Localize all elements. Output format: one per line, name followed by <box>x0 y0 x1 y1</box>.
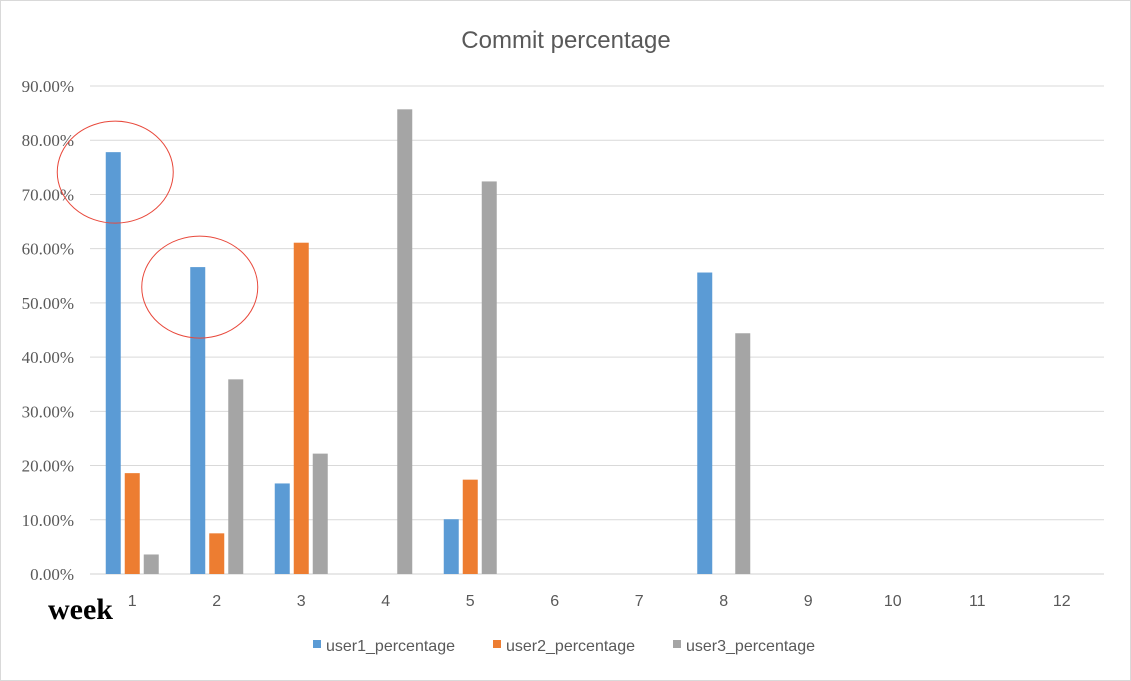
x-tick-label: 11 <box>969 593 986 610</box>
y-tick-label: 20.00% <box>22 457 74 476</box>
x-tick-label: 6 <box>550 593 559 610</box>
bar-user1_percentage-5 <box>443 519 459 574</box>
x-tick-label: 5 <box>466 593 475 610</box>
y-tick-label: 60.00% <box>22 240 74 259</box>
y-tick-label: 10.00% <box>22 511 74 530</box>
x-tick-label: 1 <box>128 593 137 610</box>
x-tick-label: 10 <box>884 593 902 610</box>
x-tick-label: 3 <box>297 593 306 610</box>
legend-label: user2_percentage <box>506 638 635 655</box>
y-tick-label: 0.00% <box>30 565 74 584</box>
y-tick-label: 50.00% <box>22 294 74 313</box>
legend-swatch <box>493 640 501 648</box>
bar-user1_percentage-3 <box>274 483 290 574</box>
x-tick-label: 9 <box>804 593 813 610</box>
y-tick-label: 30.00% <box>22 402 74 421</box>
bar-user1_percentage-1 <box>105 152 121 574</box>
y-tick-label: 40.00% <box>22 348 74 367</box>
bar-user1_percentage-2 <box>190 267 206 574</box>
legend-label: user1_percentage <box>326 638 455 655</box>
x-axis-label: week <box>48 593 113 626</box>
y-tick-label: 80.00% <box>22 131 74 150</box>
x-tick-label: 12 <box>1053 593 1071 610</box>
annotations <box>56 120 259 339</box>
y-axis: 0.00% 10.00% 20.00% 30.00% 40.00% 50.00% 60.00… <box>22 77 74 584</box>
x-tick-label: 2 <box>212 593 221 610</box>
chart-title: Commit percentage <box>461 27 670 54</box>
x-tick-label: 4 <box>381 593 390 610</box>
bar-user3_percentage-2 <box>228 379 244 574</box>
bar-user1_percentage-8 <box>697 272 713 574</box>
legend-label: user3_percentage <box>686 638 815 655</box>
bar-user3_percentage-3 <box>312 453 328 574</box>
legend: user1_percentage user2_percentage user3_pe… <box>313 638 815 655</box>
bar-user2_percentage-1 <box>124 473 140 574</box>
x-axis: 1 2 3 4 5 6 7 8 9 10 11 12 <box>128 593 1071 610</box>
bar-user3_percentage-5 <box>481 181 497 575</box>
x-tick-label: 8 <box>719 593 728 610</box>
bar-user2_percentage-2 <box>209 533 225 574</box>
legend-swatch <box>313 640 321 648</box>
bar-user2_percentage-3 <box>293 242 309 575</box>
bar-user3_percentage-1 <box>143 554 159 574</box>
bar-user3_percentage-8 <box>735 333 751 574</box>
bar-user3_percentage-4 <box>397 109 413 574</box>
annotation-ellipse <box>56 120 174 224</box>
bars <box>105 109 751 575</box>
x-tick-label: 7 <box>635 593 644 610</box>
gridlines <box>90 85 1104 575</box>
y-tick-label: 90.00% <box>22 77 74 96</box>
bar-user2_percentage-5 <box>462 479 478 574</box>
y-tick-label: 70.00% <box>22 185 74 204</box>
legend-swatch <box>673 640 681 648</box>
annotation-ellipse <box>141 235 259 339</box>
